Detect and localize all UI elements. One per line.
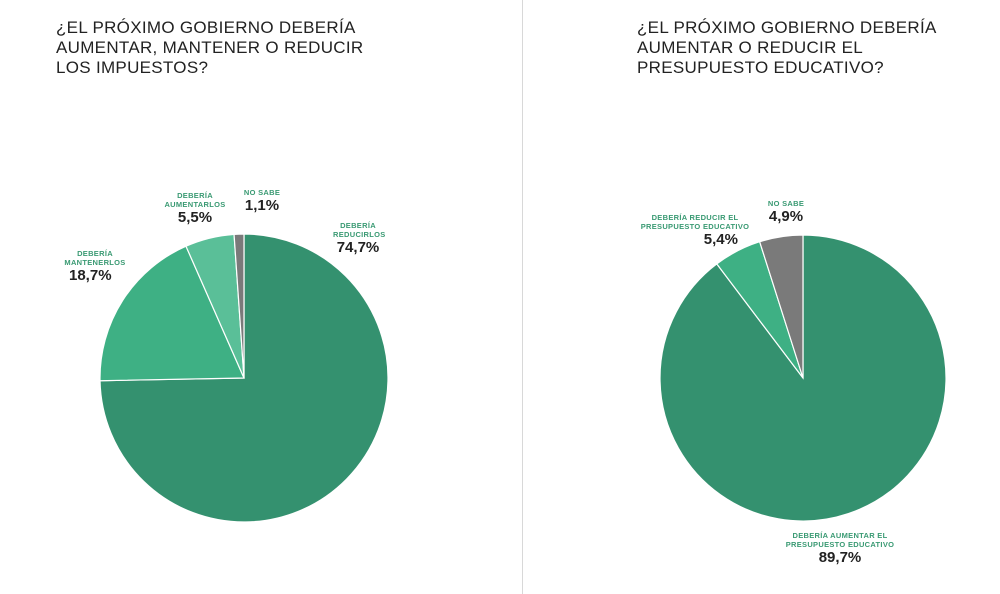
label-caption: DEBERÍA AUMENTAR EL PRESUPUESTO EDUCATIV… [785, 531, 895, 549]
label-value: 89,7% [818, 549, 862, 566]
chart-title-taxes: ¿EL PRÓXIMO GOBIERNO DEBERÍA AUMENTAR, M… [56, 18, 364, 77]
label-no-sabe-2: NO SABE 4,9% [756, 199, 816, 225]
label-caption: NO SABE [767, 199, 805, 208]
label-no-sabe-1: NO SABE 1,1% [232, 188, 292, 214]
divider [522, 0, 523, 594]
label-caption: DEBERÍA REDUCIR EL PRESUPUESTO EDUCATIVO [640, 213, 750, 231]
pie-slice-0-3 [233, 233, 245, 379]
chart-title-education: ¿EL PRÓXIMO GOBIERNO DEBERÍA AUMENTAR O … [637, 18, 936, 77]
label-value: 74,7% [336, 239, 380, 256]
label-caption: DEBERÍA AUMENTARLOS [164, 191, 226, 209]
pie-slice-1-2 [758, 234, 804, 379]
label-reducir-presupuesto: DEBERÍA REDUCIR EL PRESUPUESTO EDUCATIVO… [620, 213, 760, 248]
pie-slice-0-1 [99, 245, 245, 382]
label-value: 4,9% [768, 208, 804, 225]
label-reducirlos: DEBERÍA REDUCIRLOS 74,7% [318, 221, 398, 256]
label-aumentar-presupuesto: DEBERÍA AUMENTAR EL PRESUPUESTO EDUCATIV… [760, 531, 920, 566]
label-caption: NO SABE [243, 188, 281, 197]
label-mantenerlos: DEBERÍA MANTENERLOS 18,7% [55, 249, 135, 284]
label-value: 5,4% [703, 231, 738, 248]
label-value: 1,1% [244, 197, 280, 214]
label-caption: DEBERÍA REDUCIRLOS [333, 221, 386, 239]
label-caption: DEBERÍA MANTENERLOS [64, 249, 126, 267]
label-value: 18,7% [69, 267, 112, 284]
label-value: 5,5% [177, 209, 213, 226]
label-aumentarlos: DEBERÍA AUMENTARLOS 5,5% [155, 191, 235, 226]
